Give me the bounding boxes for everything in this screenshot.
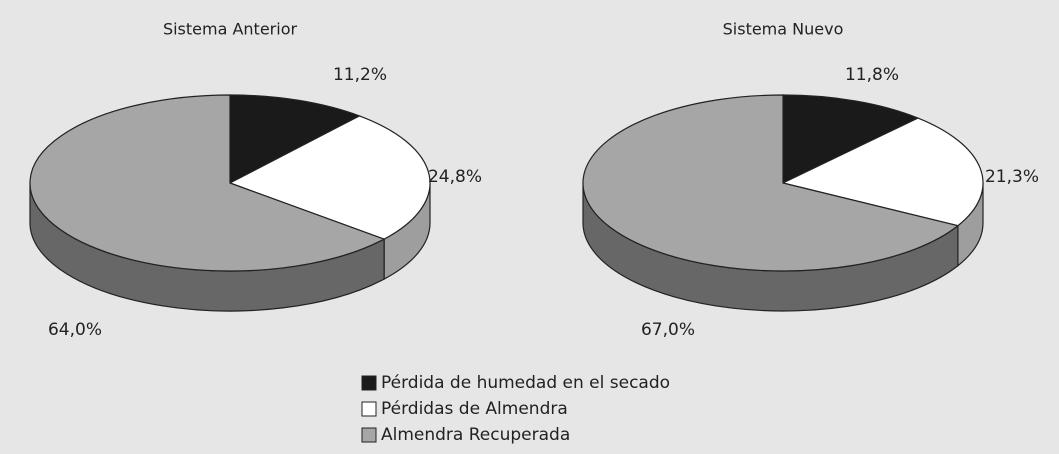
data-label: 21,3% bbox=[985, 167, 1039, 187]
chart-title: Sistema Nuevo bbox=[723, 20, 844, 39]
data-label: 67,0% bbox=[641, 320, 695, 340]
legend-swatch bbox=[361, 375, 377, 391]
legend-label: Almendra Recuperada bbox=[381, 425, 570, 445]
data-label: 11,8% bbox=[845, 65, 899, 85]
pie-slice bbox=[29, 94, 386, 272]
pie-slice bbox=[782, 94, 920, 184]
legend-swatch bbox=[361, 401, 377, 417]
data-label: 64,0% bbox=[48, 320, 102, 340]
data-label: 11,2% bbox=[333, 65, 387, 85]
pie-slice bbox=[781, 117, 984, 227]
legend-label: Pérdida de humedad en el secado bbox=[381, 373, 670, 393]
legend-swatch bbox=[361, 427, 377, 443]
chart-title: Sistema Anterior bbox=[163, 20, 298, 39]
pie-slice bbox=[582, 94, 960, 272]
data-label: 24,8% bbox=[428, 167, 482, 187]
pie-slice bbox=[229, 94, 361, 184]
pie-slice bbox=[228, 115, 431, 240]
legend-label: Pérdidas de Almendra bbox=[381, 399, 568, 419]
